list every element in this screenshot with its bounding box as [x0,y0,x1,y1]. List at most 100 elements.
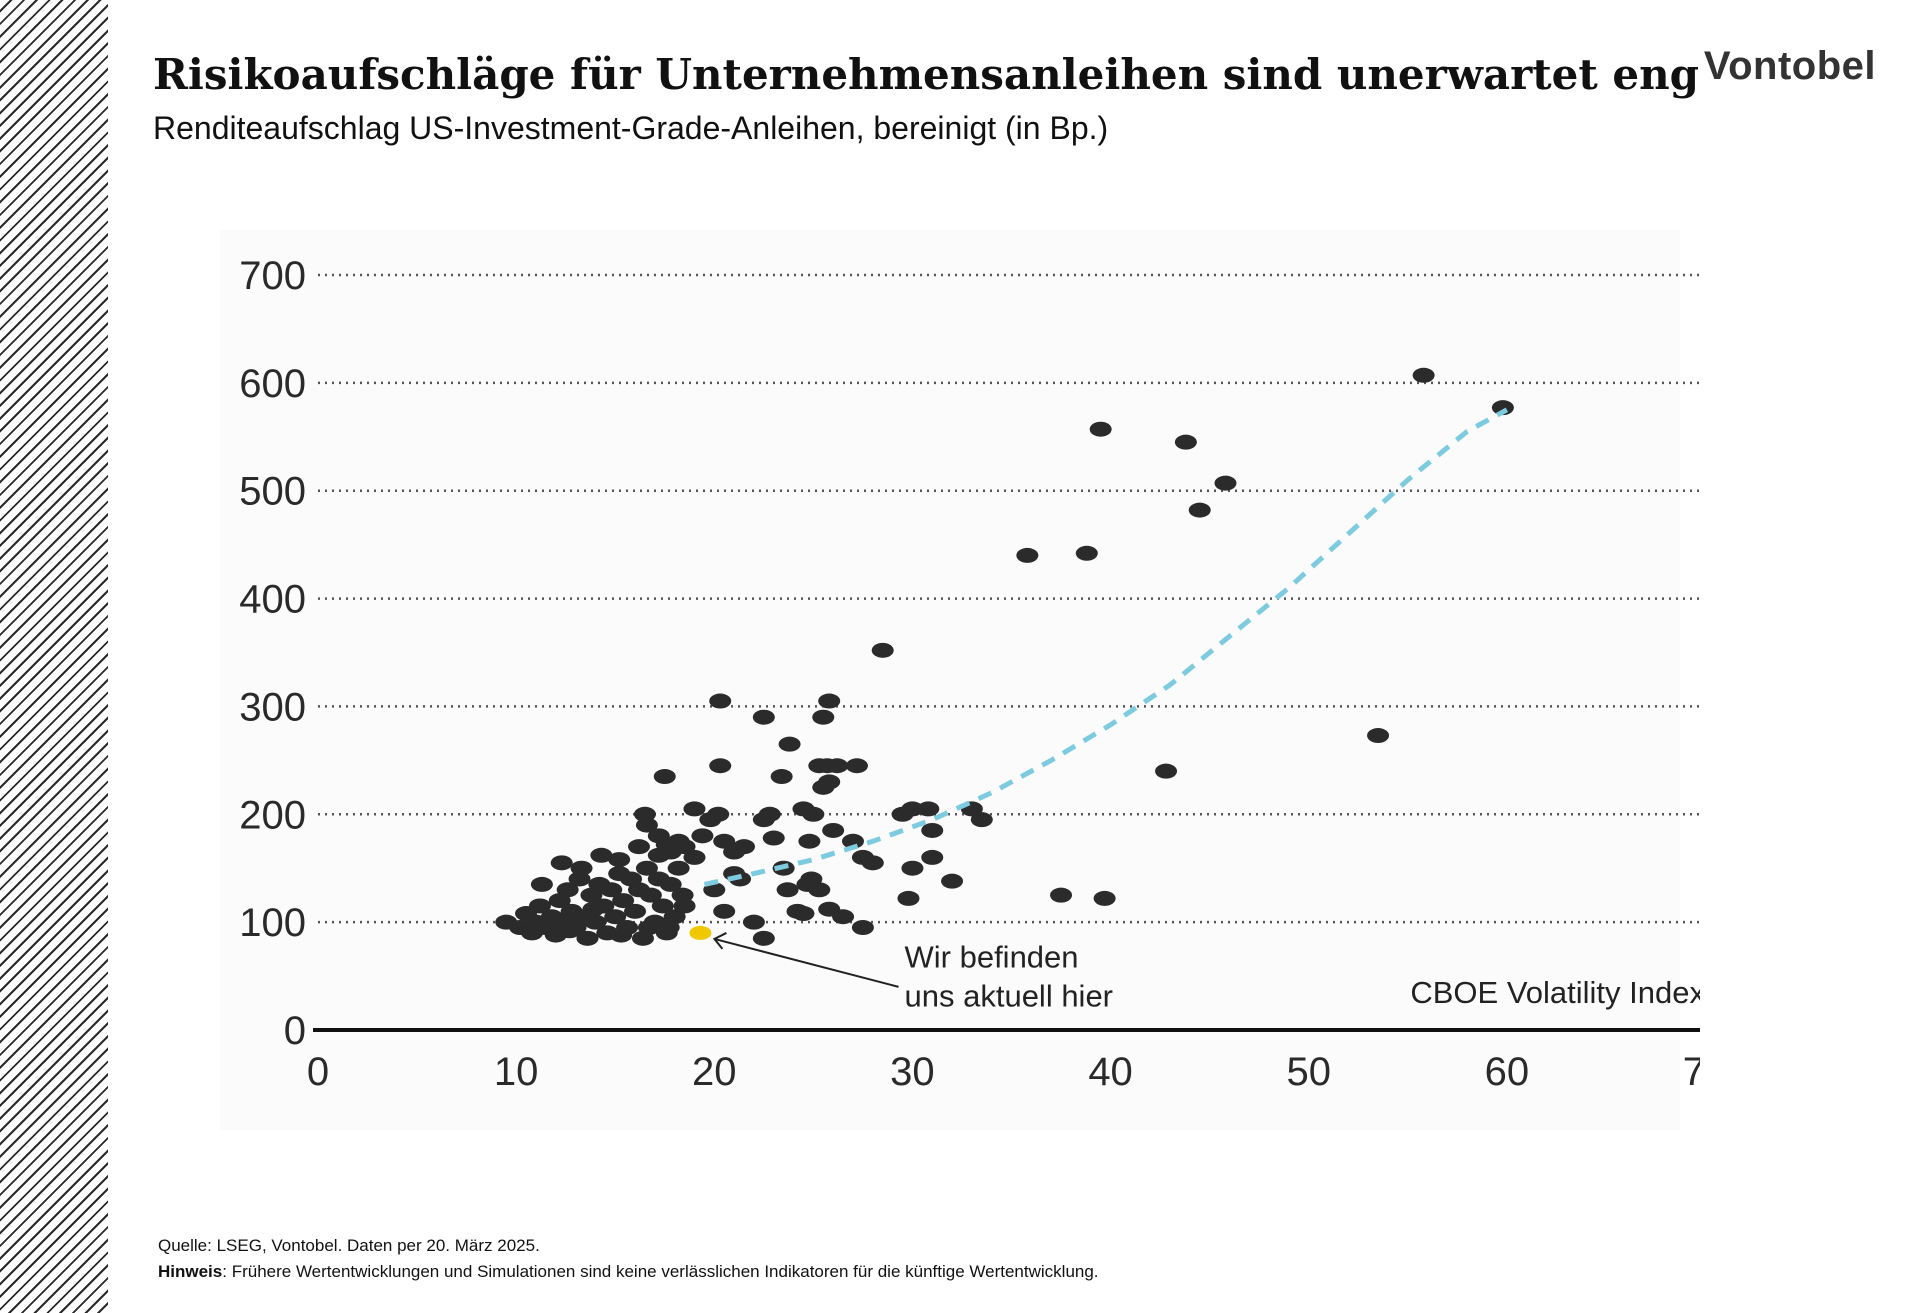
data-point [921,822,944,838]
hatched-side-band [0,0,108,1313]
x-tick-30: 30 [890,1050,935,1094]
x-tick-50: 50 [1286,1050,1331,1094]
data-point [818,774,841,790]
data-point [556,882,579,898]
y-tick-300: 300 [239,685,306,729]
y-tick-0: 0 [284,1009,306,1053]
data-point [1491,400,1514,416]
data-point [1050,887,1073,903]
y-tick-700: 700 [239,254,306,298]
data-point [713,833,736,849]
data-point [550,855,573,871]
data-point [742,914,765,930]
y-tick-100: 100 [239,901,306,945]
data-point [1016,547,1039,563]
data-point [897,890,920,906]
vontobel-logo: Vontobel [1703,44,1876,88]
data-point [758,806,781,822]
data-point [576,930,599,946]
data-point [941,873,964,889]
data-point [709,758,732,774]
data-point [558,923,581,939]
data-point [683,849,706,865]
data-point [707,806,730,822]
data-point [1214,475,1237,491]
data-point [802,806,825,822]
data-point [1089,421,1112,437]
data-point [733,839,756,855]
data-point [871,642,894,658]
data-point [798,833,821,849]
data-point [917,801,940,817]
data-point [691,828,714,844]
annotation-arrow-head [712,932,727,950]
disclaimer-text: : Frühere Wertentwicklungen und Simulati… [222,1262,1099,1281]
data-point [635,817,658,833]
data-point [673,839,696,855]
disclaimer: Hinweis: Frühere Wertentwicklungen und S… [158,1259,1099,1285]
chart-svg: 0 100 200 300 400 500 600 700 0 10 20 30 40 50 60 70 W… [220,230,1700,1130]
data-point [1367,728,1390,744]
annotation-arrow [714,937,899,988]
data-point [1075,545,1098,561]
x-tick-labels: 0 10 20 30 40 50 60 70 [307,1050,1700,1094]
data-point [673,898,696,914]
data-point [639,887,662,903]
annotation-line-2: uns aktuell hier [905,978,1114,1013]
x-tick-10: 10 [494,1050,538,1094]
y-tick-labels: 0 100 200 300 400 500 600 700 [239,254,306,1053]
data-point [667,860,690,876]
data-point [901,801,924,817]
data-point [901,860,924,876]
data-point [752,709,775,725]
x-tick-60: 60 [1485,1050,1530,1094]
data-point [841,833,864,849]
data-point [530,876,553,892]
data-point [570,860,593,876]
data-point [1093,890,1116,906]
data-point [604,909,627,925]
data-point [970,812,993,828]
data-point [627,839,650,855]
data-point [776,882,799,898]
plot-background [220,230,1680,1130]
data-point [792,906,815,922]
data-point [1412,367,1435,383]
x-axis-label: CBOE Volatility Index [1410,975,1700,1010]
data-point [635,860,658,876]
data-point [584,914,607,930]
data-point [610,927,633,943]
x-tick-40: 40 [1088,1050,1133,1094]
chart-subtitle: Renditeaufschlag US-Investment-Grade-Anl… [153,110,1109,146]
data-point [921,849,944,865]
y-tick-200: 200 [239,793,306,837]
data-point [600,882,623,898]
source-note: Quelle: LSEG, Vontobel. Daten per 20. Mä… [158,1236,540,1255]
data-point [812,709,835,725]
y-tick-500: 500 [239,470,306,514]
data-point [808,882,831,898]
chart-title: Risikoaufschläge für Unternehmensanleihe… [153,50,1700,99]
data-point [826,758,849,774]
data-point [845,758,868,774]
data-point [1174,434,1197,450]
disclaimer-label: Hinweis [158,1262,223,1281]
data-point [818,693,841,709]
data-point [713,903,736,919]
data-point [778,736,801,752]
data-point [683,801,706,817]
footer: Quelle: LSEG, Vontobel. Daten per 20. Mä… [158,1233,1099,1285]
data-point [703,882,726,898]
x-tick-70: 70 [1683,1050,1700,1094]
annotation-line-1: Wir befinden [905,939,1079,974]
scatter-chart: 0 100 200 300 400 500 600 700 0 10 20 30 40 50 60 70 W… [150,225,1700,1135]
data-point [659,876,682,892]
data-point [709,693,732,709]
data-point [624,903,647,919]
y-tick-400: 400 [239,578,306,622]
data-point [528,898,551,914]
data-point [637,920,660,936]
data-point [653,769,676,785]
data-point [770,769,793,785]
data-point [590,847,613,863]
